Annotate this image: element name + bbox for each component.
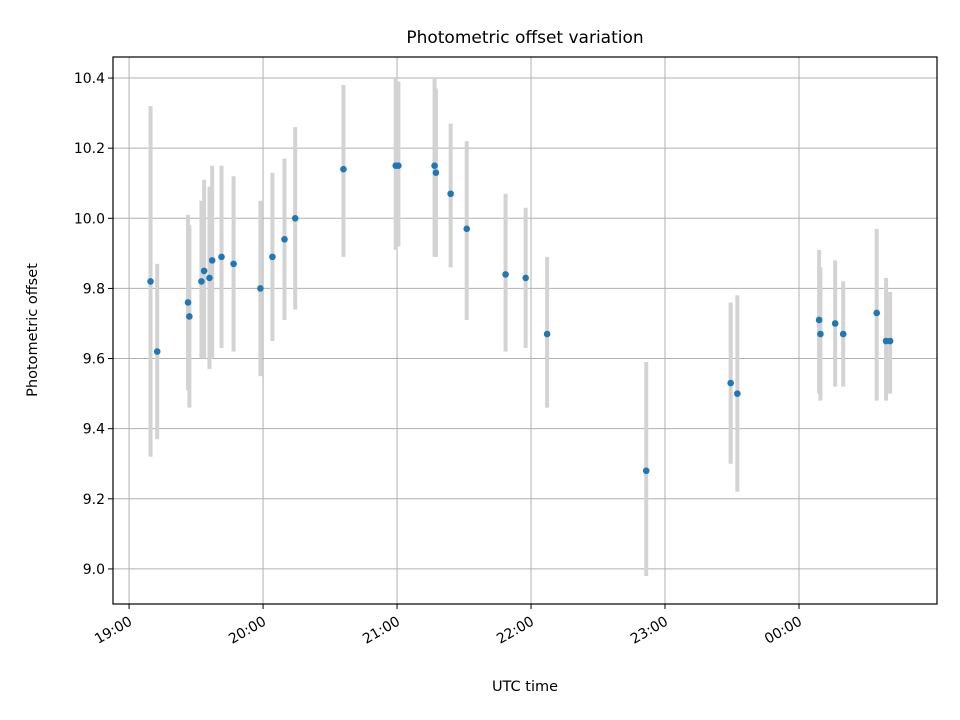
data-point <box>463 225 471 233</box>
data-point <box>184 299 192 306</box>
data-point <box>218 253 225 261</box>
data-point <box>839 330 847 338</box>
data-point <box>447 190 454 198</box>
y-axis-label: Photometric offset <box>25 263 41 397</box>
y-tick-label: 9.2 <box>83 492 105 508</box>
data-point <box>257 285 264 292</box>
data-point <box>815 316 823 324</box>
plot-frame <box>112 56 938 605</box>
data-point <box>522 274 529 282</box>
data-point <box>340 165 347 173</box>
data-point <box>734 390 741 397</box>
data-point <box>291 214 299 222</box>
data-point <box>186 313 193 320</box>
data-point <box>642 467 650 475</box>
data-point <box>269 253 276 261</box>
data-point <box>281 236 288 243</box>
grid-lines <box>113 57 937 604</box>
chart-title: Photometric offset variation <box>406 28 643 48</box>
data-point <box>727 379 734 387</box>
y-tick-label: 9.4 <box>83 422 105 438</box>
data-point <box>432 169 440 177</box>
data-point <box>873 309 881 317</box>
y-tick-label: 10.0 <box>74 211 105 227</box>
x-axis-label: UTC time <box>492 679 558 695</box>
data-point <box>886 337 894 345</box>
data-point <box>230 260 237 268</box>
data-point <box>395 162 402 169</box>
data-point <box>431 162 438 169</box>
data-point <box>831 320 839 327</box>
data-points <box>147 162 894 475</box>
data-point <box>153 348 161 355</box>
y-tick-label: 9.6 <box>83 352 105 368</box>
data-point <box>817 330 824 338</box>
data-point <box>147 278 154 285</box>
y-tick-label: 9.8 <box>83 281 105 297</box>
y-tick-label: 10.4 <box>74 71 105 87</box>
data-point <box>206 274 213 282</box>
data-point <box>543 330 551 338</box>
data-point <box>200 267 208 275</box>
data-point <box>208 257 216 264</box>
y-tick-label: 10.2 <box>74 141 105 157</box>
data-point <box>198 278 205 285</box>
data-point <box>502 271 509 278</box>
y-tick-label: 9.0 <box>83 562 105 578</box>
